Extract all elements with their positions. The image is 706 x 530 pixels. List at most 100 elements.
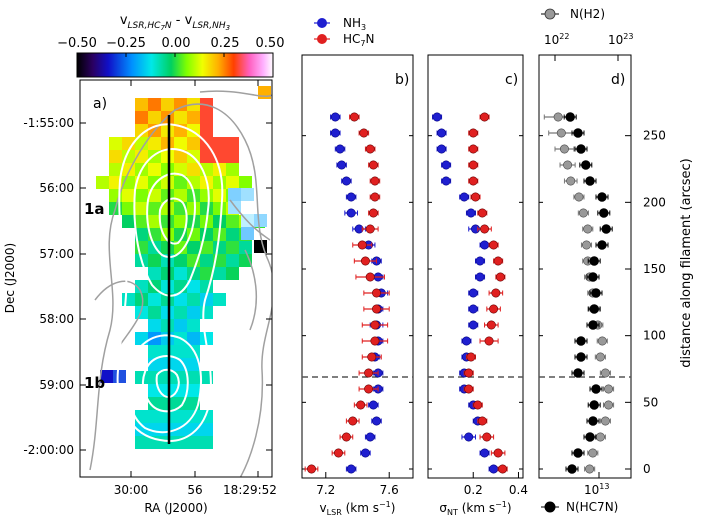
map-pixel: [148, 176, 161, 189]
map-pixel: [239, 241, 252, 254]
nhc7n-point: [576, 144, 586, 154]
nh2-point: [583, 224, 593, 234]
hc7n-point: [307, 464, 317, 474]
nh2-point: [585, 464, 595, 474]
nhc7n-point: [585, 432, 595, 442]
nh3-point: [466, 208, 476, 218]
nh2-point: [581, 240, 591, 250]
core-1b-label: 1b: [84, 374, 105, 392]
hc7n-point: [464, 384, 474, 394]
map-pixel: [174, 319, 187, 332]
map-pixel: [148, 267, 161, 280]
map-pixel: [174, 150, 187, 163]
hc7n-point: [480, 112, 490, 122]
map-pixel: [226, 267, 239, 280]
map-pixel: [148, 202, 161, 215]
d-panel-frame: [538, 54, 632, 479]
hc7n-point: [370, 336, 380, 346]
cb-label-a-sub2: 7: [160, 24, 165, 32]
nhc7n-point: [581, 160, 591, 170]
map-pixel: [200, 241, 213, 254]
map-pixel: [148, 215, 161, 228]
nhc7n-point: [588, 272, 598, 282]
map-pixel: [200, 267, 213, 280]
map-pixel: [96, 176, 109, 189]
nhc7n-point: [588, 320, 598, 330]
svg-text:HC7N: HC7N: [343, 32, 374, 48]
d-panel-label: d): [611, 72, 625, 88]
map-pixel: [148, 254, 161, 267]
nh3-point: [368, 400, 378, 410]
hc7n-point: [491, 288, 501, 298]
nh3-point: [459, 192, 469, 202]
map-pixel: [122, 202, 135, 215]
nh2-point: [597, 336, 607, 346]
map-pixel: [200, 202, 213, 215]
hc7n-point: [349, 112, 359, 122]
map-pixel: [161, 267, 174, 280]
map-pixel: [258, 86, 271, 99]
map-pixel: [161, 410, 174, 423]
legend-nhc7n: N(HC7N): [541, 500, 618, 514]
xlabel-exp: −1: [379, 500, 391, 509]
core-1a-label: 1a: [84, 200, 105, 218]
hc7n-point: [370, 176, 380, 186]
map-pixel: [161, 241, 174, 254]
nhc7n-point: [591, 288, 601, 298]
cb-tick-2: −0.25: [106, 36, 146, 51]
map-pixel: [226, 163, 239, 176]
cb-tick-4: 0.25: [211, 36, 240, 51]
d-ytick-label: 200: [643, 195, 666, 209]
legend-hc7n: HC7N: [314, 32, 374, 48]
nh3-point: [468, 288, 478, 298]
nhc7n-point: [601, 224, 611, 234]
map-pixel: [161, 306, 174, 319]
nh3-point: [330, 112, 340, 122]
map-pixel: [161, 202, 174, 215]
map-pixel: [135, 124, 148, 137]
map-pixel: [200, 228, 213, 241]
map-ytick-6: -2:00:00: [23, 443, 74, 457]
white-contour-2: [133, 148, 210, 297]
map-pixel: [135, 280, 148, 293]
svg-text:NH3: NH3: [343, 16, 366, 32]
hc7n-point: [493, 256, 503, 266]
hc7n-point: [477, 208, 487, 218]
d-ytick-label: 100: [643, 329, 666, 343]
map-xlabel: RA (J2000): [144, 501, 207, 515]
map-pixel: [187, 371, 200, 384]
cb-tick-3: 0.00: [162, 36, 191, 51]
map-pixel: [200, 293, 213, 306]
white-contour-1: [116, 123, 224, 442]
map-pixel: [174, 254, 187, 267]
c-panel-xlabel: σNT (km s−1): [439, 500, 511, 517]
nh3-point: [461, 336, 471, 346]
hc7n-point: [470, 192, 480, 202]
b-panel: 7.2 7.6 b) vLSR (km s−1): [301, 54, 414, 517]
nh2-point: [600, 368, 610, 378]
map-pixel: [109, 137, 122, 150]
nh2-point: [600, 416, 610, 426]
hc7n-point: [486, 320, 496, 330]
legend-nh3: NH3: [314, 16, 366, 32]
nhc7n-point: [599, 208, 609, 218]
map-pixel: [148, 397, 161, 410]
map-pixel: [187, 241, 200, 254]
hc7n-point: [341, 432, 351, 442]
c-panel-frame: [427, 54, 524, 479]
hc7n-point: [365, 272, 375, 282]
map-ylabel: Dec (J2000): [3, 243, 17, 313]
map-pixel: [161, 280, 174, 293]
map-pixel: [174, 98, 187, 111]
hc7n-point: [480, 224, 490, 234]
map-panel: a) 1a 1b -1:55:00 56:00 57:00 58:00 59:0…: [3, 79, 277, 515]
map-pixel: [161, 124, 174, 137]
hc7n-point: [370, 192, 380, 202]
map-pixel: [174, 111, 187, 124]
map-pixel: [174, 215, 187, 228]
nh3-point: [437, 144, 447, 154]
map-pixel: [135, 98, 148, 111]
cb-label-dash: -: [172, 13, 185, 28]
hc7n-point: [468, 176, 478, 186]
